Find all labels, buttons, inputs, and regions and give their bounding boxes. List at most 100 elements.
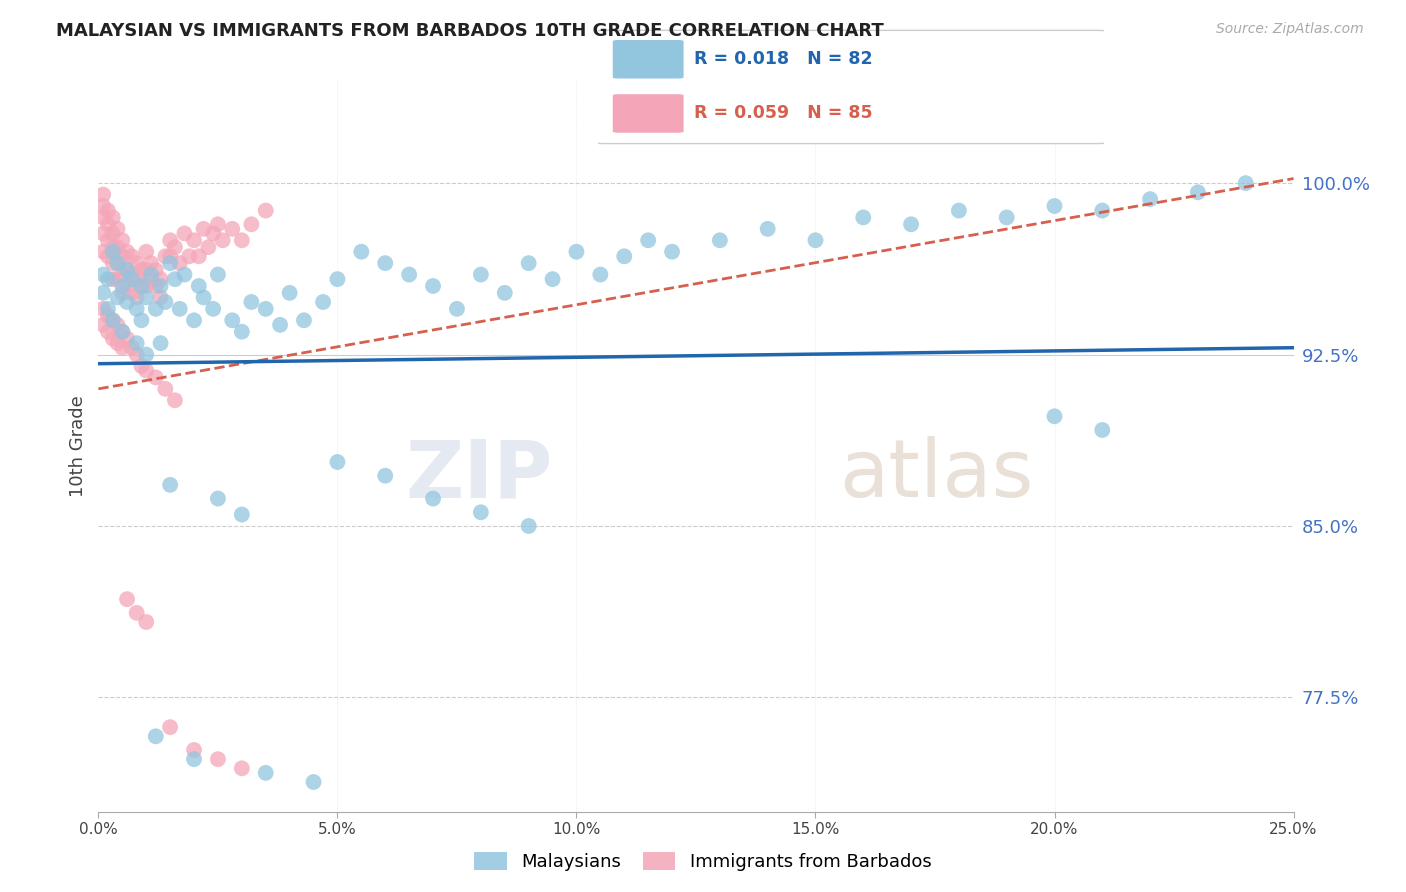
Point [709, 233, 731, 247]
Point [135, 263, 157, 277]
Point [121, 249, 143, 263]
Point [101, 240, 124, 254]
Point [470, 505, 492, 519]
Point [613, 249, 636, 263]
Point [374, 256, 396, 270]
Point [107, 240, 129, 254]
Point [948, 203, 970, 218]
Point [637, 233, 659, 247]
Point [211, 233, 233, 247]
Point [302, 775, 325, 789]
Point [193, 290, 215, 304]
Point [240, 217, 263, 231]
Point [111, 325, 134, 339]
Point [149, 272, 172, 286]
Point [254, 301, 277, 316]
Point [125, 348, 148, 362]
Point [163, 240, 186, 254]
Point [1187, 186, 1209, 200]
Point [207, 752, 229, 766]
Point [125, 256, 148, 270]
Point [145, 301, 167, 316]
Point [121, 268, 143, 282]
Point [125, 290, 148, 304]
Point [121, 285, 143, 300]
Point [995, 211, 1018, 225]
Point [312, 295, 335, 310]
Point [91, 187, 114, 202]
Point [97, 325, 120, 339]
Point [240, 295, 263, 310]
Point [131, 279, 153, 293]
Point [326, 455, 349, 469]
Point [292, 313, 315, 327]
Point [517, 519, 540, 533]
Point [254, 765, 277, 780]
Point [97, 217, 120, 231]
Text: R = 0.059   N = 85: R = 0.059 N = 85 [693, 104, 872, 122]
Point [139, 268, 162, 282]
Point [107, 222, 129, 236]
Point [155, 295, 177, 310]
Point [125, 272, 148, 286]
Point [135, 615, 157, 629]
FancyBboxPatch shape [613, 95, 683, 133]
Text: Source: ZipAtlas.com: Source: ZipAtlas.com [1216, 22, 1364, 37]
Point [1091, 203, 1114, 218]
Point [231, 325, 253, 339]
Point [107, 272, 129, 286]
Point [131, 263, 153, 277]
Point [91, 199, 114, 213]
Text: MALAYSIAN VS IMMIGRANTS FROM BARBADOS 10TH GRADE CORRELATION CHART: MALAYSIAN VS IMMIGRANTS FROM BARBADOS 10… [56, 22, 884, 40]
Point [221, 222, 243, 236]
Point [91, 211, 114, 225]
Point [111, 249, 134, 263]
Point [1234, 176, 1257, 190]
Point [145, 729, 167, 743]
Point [121, 341, 143, 355]
Point [173, 227, 195, 241]
Point [125, 606, 148, 620]
Point [101, 272, 124, 286]
Point [97, 233, 120, 247]
Point [149, 290, 172, 304]
Point [111, 285, 134, 300]
Point [179, 249, 201, 263]
Point [159, 233, 181, 247]
Point [139, 272, 162, 286]
Legend: Malaysians, Immigrants from Barbados: Malaysians, Immigrants from Barbados [467, 845, 939, 879]
Point [101, 211, 124, 225]
Point [1091, 423, 1114, 437]
Point [139, 256, 162, 270]
Point [494, 285, 516, 300]
Point [131, 359, 153, 373]
Point [155, 382, 177, 396]
Point [231, 233, 253, 247]
Point [91, 285, 114, 300]
Point [111, 279, 134, 293]
Point [107, 290, 129, 304]
Point [115, 279, 138, 293]
Point [115, 295, 138, 310]
Point [470, 268, 492, 282]
Point [97, 272, 120, 286]
Point [163, 393, 186, 408]
Point [101, 244, 124, 259]
Point [97, 301, 120, 316]
Point [661, 244, 683, 259]
Point [111, 233, 134, 247]
Point [115, 332, 138, 346]
Point [107, 336, 129, 351]
Point [197, 240, 219, 254]
Point [900, 217, 922, 231]
Point [804, 233, 827, 247]
Point [115, 263, 138, 277]
Point [207, 217, 229, 231]
Point [1043, 409, 1066, 424]
Point [145, 279, 167, 293]
Point [145, 370, 167, 384]
Point [278, 285, 301, 300]
Point [398, 268, 420, 282]
Point [101, 256, 124, 270]
Point [101, 313, 124, 327]
